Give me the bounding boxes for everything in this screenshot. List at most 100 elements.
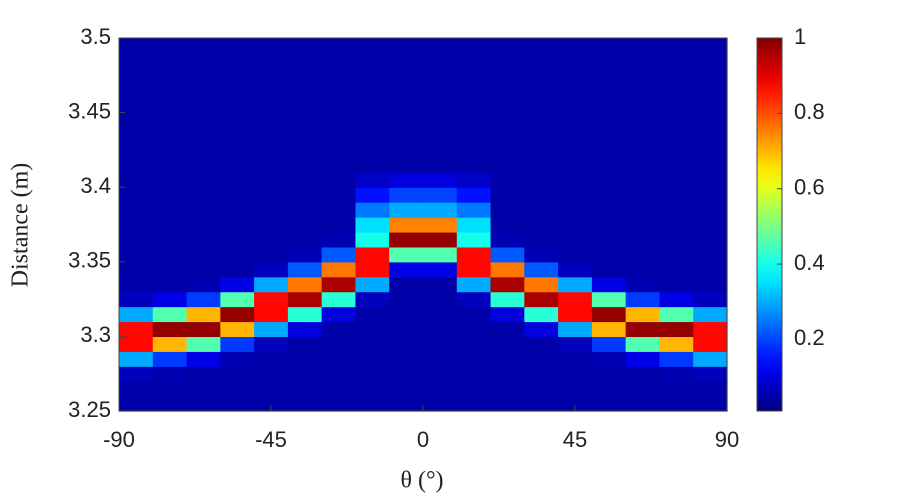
heatmap-cell — [119, 366, 154, 382]
heatmap-cell — [558, 351, 593, 367]
heatmap-cell — [287, 127, 323, 144]
x-tick-label: 45 — [563, 427, 587, 452]
heatmap-cell — [321, 157, 357, 173]
heatmap-cell — [321, 112, 357, 129]
heatmap-cell — [591, 82, 627, 99]
heatmap-cell — [321, 396, 357, 412]
heatmap-cell — [524, 217, 559, 233]
heatmap-cell — [355, 142, 390, 158]
heatmap-cell — [490, 306, 525, 323]
heatmap-cell — [254, 172, 289, 188]
heatmap-cell — [558, 366, 593, 382]
heatmap-cell — [355, 261, 390, 278]
heatmap-cell — [558, 142, 593, 158]
heatmap-cell — [591, 157, 627, 173]
heatmap-cell — [220, 306, 255, 323]
heatmap-cell — [186, 217, 221, 233]
heatmap-cell — [456, 291, 492, 308]
heatmap-cell — [389, 172, 424, 188]
heatmap-cell — [186, 336, 221, 352]
heatmap-cell — [119, 246, 154, 263]
heatmap-cell — [152, 97, 188, 114]
heatmap-cell — [220, 381, 255, 397]
heatmap-cell — [254, 52, 289, 69]
heatmap-cell — [490, 67, 525, 84]
heatmap-cell — [490, 246, 525, 263]
heatmap-cell — [524, 187, 559, 203]
heatmap-cell — [456, 97, 492, 114]
heatmap-cell — [355, 38, 390, 54]
heatmap-cell — [558, 67, 593, 84]
heatmap-cell — [591, 396, 627, 412]
heatmap-cell — [591, 231, 627, 248]
heatmap-cell — [389, 82, 424, 99]
colorbar-tick-label: 1 — [794, 24, 806, 49]
heatmap-cell — [321, 336, 357, 352]
heatmap-cell — [119, 261, 154, 278]
heatmap-cell — [186, 381, 221, 397]
y-tick-label: 3.35 — [68, 248, 111, 273]
heatmap-cell — [254, 366, 289, 382]
heatmap-cell — [389, 52, 424, 69]
heatmap-cell — [456, 157, 492, 173]
heatmap-cell — [254, 276, 289, 293]
heatmap-cell — [254, 336, 289, 352]
heatmap-cell — [625, 157, 661, 173]
heatmap-cell — [659, 187, 694, 203]
heatmap-cell — [119, 202, 154, 218]
x-axis-label: θ (°) — [400, 468, 443, 494]
heatmap-cell — [186, 38, 221, 54]
heatmap-cell — [625, 246, 661, 263]
heatmap-cell — [355, 366, 390, 382]
heatmap-cell — [659, 112, 694, 129]
colorbar — [756, 37, 783, 412]
heatmap-cell — [152, 202, 188, 218]
heatmap-cell — [220, 67, 255, 84]
heatmap-cell — [456, 142, 492, 158]
heatmap-cell — [287, 67, 323, 84]
heatmap-cell — [490, 231, 525, 248]
heatmap-cell — [152, 351, 188, 367]
heatmap-cell — [321, 381, 357, 397]
heatmap-cell — [693, 351, 728, 367]
heatmap-cell — [220, 172, 255, 188]
heatmap-cell — [423, 112, 458, 129]
heatmap-cell — [220, 261, 255, 278]
heatmap-cell — [490, 82, 525, 99]
heatmap-cell — [524, 202, 559, 218]
heatmap-cell — [152, 246, 188, 263]
heatmap-cell — [389, 321, 424, 337]
heatmap-cell — [456, 231, 492, 248]
heatmap-cell — [625, 261, 661, 278]
heatmap-cell — [321, 261, 357, 278]
heatmap-cell — [186, 82, 221, 99]
heatmap-cell — [254, 246, 289, 263]
heatmap-cell — [423, 38, 458, 54]
heatmap-cell — [591, 366, 627, 382]
heatmap-cell — [254, 231, 289, 248]
heatmap-cell — [558, 306, 593, 323]
heatmap-cell — [119, 97, 154, 114]
heatmap-cell — [456, 172, 492, 188]
heatmap-cell — [152, 52, 188, 69]
heatmap-cell — [558, 97, 593, 114]
heatmap-cell — [254, 127, 289, 144]
heatmap-cell — [287, 351, 323, 367]
heatmap-cell — [456, 276, 492, 293]
heatmap-cell — [220, 351, 255, 367]
heatmap-cell — [321, 127, 357, 144]
heatmap-cell — [490, 97, 525, 114]
heatmap-cell — [625, 127, 661, 144]
heatmap-cell — [693, 97, 728, 114]
heatmap-cell — [321, 306, 357, 323]
heatmap-cell — [693, 396, 728, 412]
heatmap-cell — [254, 97, 289, 114]
heatmap-cell — [558, 291, 593, 308]
heatmap-cell — [591, 187, 627, 203]
heatmap-cell — [186, 261, 221, 278]
heatmap-cell — [389, 157, 424, 173]
heatmap-cell — [119, 67, 154, 84]
heatmap-cell — [287, 38, 323, 54]
heatmap-cell — [423, 276, 458, 293]
heatmap-cell — [220, 246, 255, 263]
